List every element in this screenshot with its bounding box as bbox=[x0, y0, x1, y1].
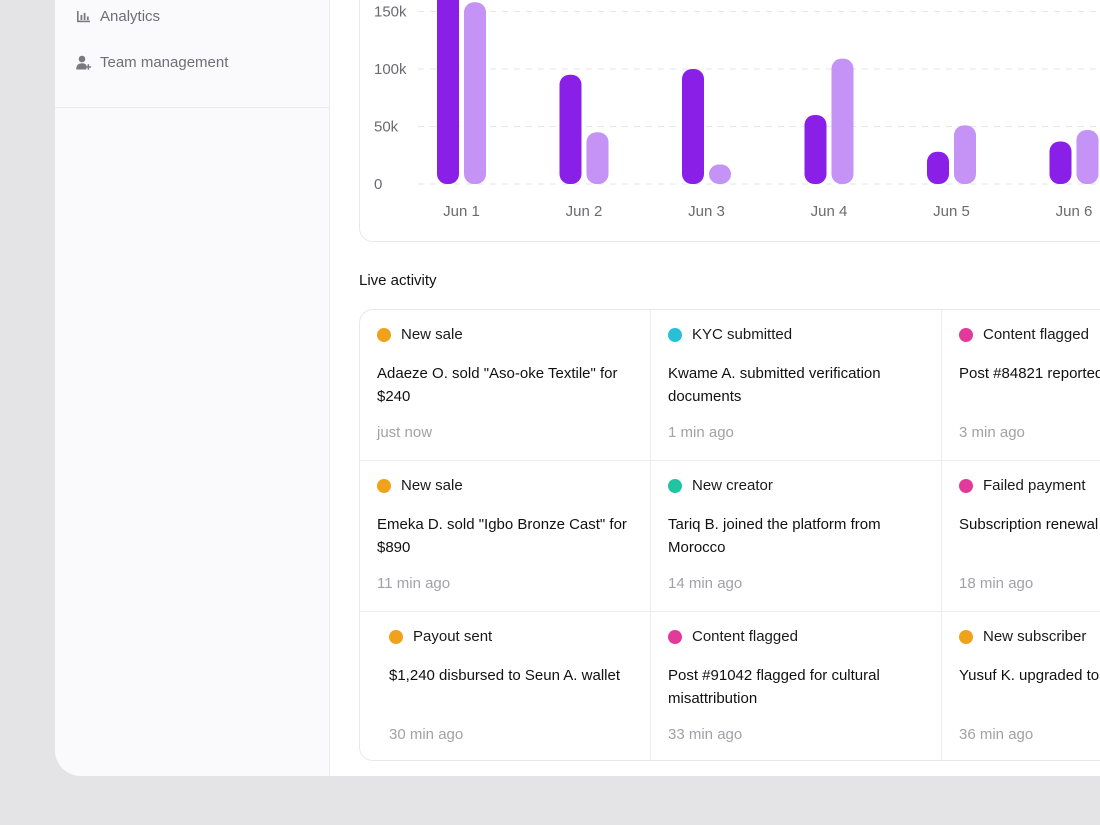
activity-description: Post #91042 flagged for cultural misattr… bbox=[668, 667, 880, 707]
activity-type: Content flagged bbox=[668, 628, 798, 645]
bar-chart: 0 50k 100k 150k Jun 1 Jun 2 Jun 3 Jun 4 Jun 5 Jun… bbox=[374, 0, 1100, 220]
status-dot-icon bbox=[377, 478, 391, 493]
activity-item[interactable]: New creator Tariq B. joined the platform … bbox=[651, 461, 942, 612]
x-tick-label: Jun 2 bbox=[566, 203, 603, 220]
activity-timestamp: 3 min ago bbox=[959, 424, 1025, 441]
sidebar-divider bbox=[55, 107, 329, 108]
activity-description: Kwame A. submitted verification document… bbox=[668, 365, 881, 405]
y-tick-label: 0 bbox=[374, 176, 382, 193]
activity-item[interactable]: Content flagged Post #91042 flagged for c… bbox=[651, 612, 942, 760]
bar-series-2[interactable] bbox=[954, 125, 976, 184]
status-dot-icon bbox=[668, 478, 682, 493]
bar-series-2[interactable] bbox=[586, 132, 609, 184]
activity-type: New sale bbox=[377, 477, 463, 494]
app-window: Analytics Team management 0 50k 100k 150k Ju… bbox=[55, 0, 1100, 776]
main-content: 0 50k 100k 150k Jun 1 Jun 2 Jun 3 Jun 4 Jun 5 Jun… bbox=[330, 0, 1100, 776]
x-tick-label: Jun 5 bbox=[933, 203, 970, 220]
activity-type: Failed payment bbox=[959, 477, 1086, 494]
bar-series-1[interactable] bbox=[1049, 141, 1072, 184]
status-dot-icon bbox=[668, 327, 682, 342]
x-tick-label: Jun 1 bbox=[443, 203, 480, 220]
sidebar-item-label: Analytics bbox=[100, 8, 161, 25]
activity-type-label: New subscriber bbox=[983, 628, 1087, 645]
activity-type: Payout sent bbox=[389, 628, 492, 645]
status-dot-icon bbox=[959, 629, 973, 644]
bar-series-2[interactable] bbox=[1076, 129, 1099, 184]
activity-timestamp: 18 min ago bbox=[959, 575, 1034, 592]
live-activity-title: Live activity bbox=[359, 272, 437, 289]
activity-timestamp: just now bbox=[377, 424, 433, 441]
x-tick-label: Jun 6 bbox=[1056, 203, 1093, 220]
bar-series-1[interactable] bbox=[437, 0, 459, 184]
activity-timestamp: 30 min ago bbox=[389, 726, 464, 743]
activity-type-label: New sale bbox=[401, 477, 463, 494]
status-dot-icon bbox=[959, 478, 973, 493]
sidebar-item-team-management[interactable]: Team management bbox=[75, 54, 228, 71]
y-tick-label: 50k bbox=[374, 119, 399, 136]
activity-type: Content flagged bbox=[959, 326, 1089, 343]
activity-description: Tariq B. joined the platform from Morocc… bbox=[668, 516, 881, 556]
activity-timestamp: 14 min ago bbox=[668, 575, 743, 592]
activity-item[interactable]: New sale Adaeze O. sold "Aso-oke Textile"… bbox=[360, 310, 651, 461]
activity-item[interactable]: New sale Emeka D. sold "Igbo Bronze Cast"… bbox=[360, 461, 651, 612]
activity-item[interactable]: Content flagged Post #84821 reported 3 min… bbox=[942, 310, 1100, 461]
activity-description: Subscription renewal #3821 bbox=[959, 516, 1100, 533]
activity-item[interactable]: New subscriber Yusuf K. upgraded to 36 min… bbox=[942, 612, 1100, 760]
activity-type: KYC submitted bbox=[668, 326, 792, 343]
activity-description: Yusuf K. upgraded to bbox=[959, 667, 1100, 684]
status-dot-icon bbox=[389, 629, 403, 644]
activity-type-label: New sale bbox=[401, 326, 463, 343]
activity-timestamp: 11 min ago bbox=[377, 575, 451, 592]
status-dot-icon bbox=[377, 327, 391, 342]
activity-description: $1,240 disbursed to Seun A. wallet bbox=[389, 667, 620, 684]
bar-series-1[interactable] bbox=[559, 74, 582, 184]
activity-description: Adaeze O. sold "Aso-oke Textile" for $24… bbox=[377, 365, 618, 405]
activity-description: Emeka D. sold "Igbo Bronze Cast" for $89… bbox=[377, 516, 627, 556]
activity-item[interactable]: KYC submitted Kwame A. submitted verifica… bbox=[651, 310, 942, 461]
bar-series-2[interactable] bbox=[831, 58, 854, 184]
x-tick-label: Jun 4 bbox=[811, 203, 848, 220]
bar-series-2[interactable] bbox=[464, 2, 486, 184]
activity-timestamp: 1 min ago bbox=[668, 424, 734, 441]
activity-description: Post #84821 reported bbox=[959, 365, 1100, 382]
sidebar: Analytics Team management bbox=[55, 0, 330, 776]
bar-series-1[interactable] bbox=[682, 69, 704, 184]
activity-type-label: KYC submitted bbox=[692, 326, 793, 343]
status-dot-icon bbox=[668, 629, 682, 644]
y-tick-label: 150k bbox=[374, 4, 407, 21]
bar-series-1[interactable] bbox=[927, 151, 949, 184]
user-add-icon bbox=[75, 54, 92, 71]
activity-type-label: Content flagged bbox=[983, 326, 1089, 343]
sidebar-item-label: Team management bbox=[100, 54, 229, 71]
activity-item[interactable]: Payout sent $1,240 disbursed to Seun A. w… bbox=[360, 612, 651, 760]
activity-type: New creator bbox=[668, 477, 773, 494]
activity-type: New subscriber bbox=[959, 628, 1086, 645]
live-activity-grid: New sale Adaeze O. sold "Aso-oke Textile"… bbox=[359, 309, 1100, 761]
activity-item[interactable]: Failed payment Subscription renewal #3821… bbox=[942, 461, 1100, 612]
activity-timestamp: 33 min ago bbox=[668, 726, 743, 743]
activity-type-label: Payout sent bbox=[413, 628, 493, 645]
bar-series-1[interactable] bbox=[804, 115, 827, 184]
activity-type-label: New creator bbox=[692, 477, 773, 494]
y-tick-label: 100k bbox=[374, 61, 407, 78]
sales-chart-card: 0 50k 100k 150k Jun 1 Jun 2 Jun 3 Jun 4 Jun 5 Jun… bbox=[359, 0, 1100, 242]
status-dot-icon bbox=[959, 327, 973, 342]
x-tick-label: Jun 3 bbox=[688, 203, 725, 220]
activity-timestamp: 36 min ago bbox=[959, 726, 1034, 743]
activity-type-label: Failed payment bbox=[983, 477, 1086, 494]
sidebar-item-analytics[interactable]: Analytics bbox=[75, 8, 160, 25]
activity-type: New sale bbox=[377, 326, 463, 343]
bar-chart-icon bbox=[75, 8, 92, 25]
activity-type-label: Content flagged bbox=[692, 628, 798, 645]
bar-series-2[interactable] bbox=[709, 164, 731, 184]
